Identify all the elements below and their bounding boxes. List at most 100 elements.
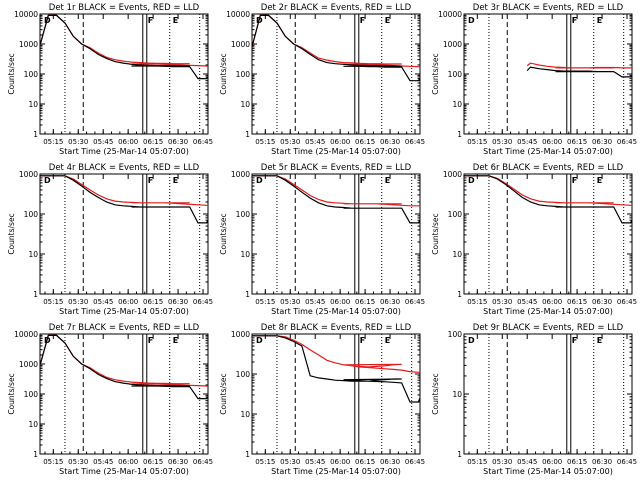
y-tick-label: 10 [452, 390, 462, 399]
x-tick-label: 06:00 [330, 138, 350, 146]
chart-panel-5: Det 5r BLACK = Events, RED = LLD 1 10 100 10… [219, 163, 425, 316]
chart-panel-9: Det 9r BLACK = Events, RED = LLD 1 10 100 05… [431, 323, 637, 476]
y-tick-label: 100 [236, 210, 251, 219]
y-axis-label: Counts/sec [219, 53, 228, 94]
chart-panel-3: Det 3r BLACK = Events, RED = LLD 1 10 100 10… [431, 3, 637, 156]
x-tick-label: 06:00 [330, 458, 350, 466]
marker-label: F [360, 336, 365, 345]
chart-panel-8: Det 8r BLACK = Events, RED = LLD 1 10 100 10… [219, 323, 425, 476]
y-tick-label: 100 [448, 330, 463, 339]
x-tick-label: 05:30 [280, 298, 300, 306]
x-tick-label: 06:45 [617, 458, 637, 466]
y-tick-label: 1000 [231, 40, 250, 49]
x-tick-label: 05:45 [517, 458, 537, 466]
y-tick-label: 1000 [19, 40, 38, 49]
marker-label: F [148, 336, 153, 345]
x-tick-label: 06:45 [617, 138, 637, 146]
y-tick-label: 10 [28, 250, 38, 259]
y-tick-label: 1 [457, 130, 462, 139]
marker-label: F [360, 16, 365, 25]
chart-title: Det 1r BLACK = Events, RED = LLD [49, 3, 200, 13]
y-tick-label: 10 [240, 250, 250, 259]
x-axis-label: Start Time (25-Mar-14 05:07:00) [59, 467, 189, 476]
x-tick-label: 05:30 [68, 138, 88, 146]
y-tick-label: 100 [24, 210, 39, 219]
x-tick-label: 06:00 [118, 298, 138, 306]
series-lld-line [252, 175, 420, 207]
series-lld-line [526, 62, 632, 69]
chart-title: Det 8r BLACK = Events, RED = LLD [261, 323, 412, 333]
x-tick-label: 06:45 [405, 458, 425, 466]
y-axis-label: Counts/sec [7, 213, 16, 254]
y-tick-label: 1 [457, 290, 462, 299]
x-tick-label: 06:45 [193, 138, 213, 146]
x-tick-label: 06:15 [143, 458, 163, 466]
series-events-line [464, 175, 632, 224]
x-tick-label: 06:15 [567, 138, 587, 146]
y-tick-label: 1000 [19, 170, 38, 179]
series-events-line [252, 14, 420, 82]
series-events-line [252, 175, 420, 224]
x-tick-label: 05:45 [305, 458, 325, 466]
x-tick-label: 05:45 [93, 298, 113, 306]
y-tick-label: 10000 [226, 10, 250, 19]
y-tick-label: 100 [448, 210, 463, 219]
y-tick-label: 10 [452, 100, 462, 109]
y-tick-label: 1 [33, 130, 38, 139]
series-events-line [40, 175, 208, 224]
x-tick-label: 06:30 [592, 138, 612, 146]
x-tick-label: 06:30 [168, 138, 188, 146]
y-tick-label: 1 [245, 450, 250, 459]
x-axis-label: Start Time (25-Mar-14 05:07:00) [483, 307, 613, 316]
x-tick-label: 05:30 [492, 458, 512, 466]
marker-label: D [468, 176, 475, 185]
series-events-line [526, 66, 632, 78]
x-tick-label: 06:45 [405, 138, 425, 146]
x-tick-label: 05:30 [280, 138, 300, 146]
x-tick-label: 05:15 [467, 138, 487, 146]
x-tick-label: 06:30 [168, 458, 188, 466]
x-tick-label: 06:15 [355, 298, 375, 306]
series-events-line [40, 14, 208, 80]
y-tick-label: 100 [448, 70, 463, 79]
marker-label: E [173, 336, 178, 345]
marker-label: F [360, 176, 365, 185]
x-tick-label: 06:30 [592, 298, 612, 306]
x-axis-label: Start Time (25-Mar-14 05:07:00) [483, 147, 613, 156]
y-tick-label: 1000 [443, 170, 462, 179]
y-tick-label: 1 [245, 290, 250, 299]
marker-label: F [148, 176, 153, 185]
x-tick-label: 06:30 [592, 458, 612, 466]
x-tick-label: 05:30 [68, 298, 88, 306]
y-tick-label: 10 [28, 100, 38, 109]
x-tick-label: 06:45 [193, 458, 213, 466]
x-tick-label: 05:15 [43, 298, 63, 306]
series-lld-line [40, 175, 208, 207]
chart-panel-4: Det 4r BLACK = Events, RED = LLD 1 10 100 10… [7, 163, 213, 316]
x-tick-label: 06:15 [567, 458, 587, 466]
x-tick-label: 06:30 [168, 298, 188, 306]
x-tick-label: 05:15 [467, 458, 487, 466]
y-tick-label: 100 [236, 370, 251, 379]
y-tick-label: 100 [236, 70, 251, 79]
chart-panel-2: Det 2r BLACK = Events, RED = LLD 1 10 100 10… [219, 3, 425, 156]
x-tick-label: 06:45 [193, 298, 213, 306]
x-tick-label: 05:30 [492, 138, 512, 146]
y-tick-label: 10 [240, 410, 250, 419]
x-axis-label: Start Time (25-Mar-14 05:07:00) [271, 147, 401, 156]
series-events-line [252, 335, 420, 403]
x-tick-label: 05:15 [43, 458, 63, 466]
x-tick-label: 06:00 [542, 138, 562, 146]
marker-label: E [385, 16, 390, 25]
plot-frame [251, 173, 421, 295]
y-tick-label: 10 [28, 420, 38, 429]
marker-label: F [572, 16, 577, 25]
marker-label: F [572, 176, 577, 185]
x-tick-label: 05:45 [305, 138, 325, 146]
x-tick-label: 06:45 [405, 298, 425, 306]
marker-label: E [173, 16, 178, 25]
x-axis-label: Start Time (25-Mar-14 05:07:00) [59, 307, 189, 316]
y-tick-label: 1000 [231, 330, 250, 339]
y-tick-label: 10000 [14, 10, 38, 19]
x-tick-label: 05:45 [517, 138, 537, 146]
